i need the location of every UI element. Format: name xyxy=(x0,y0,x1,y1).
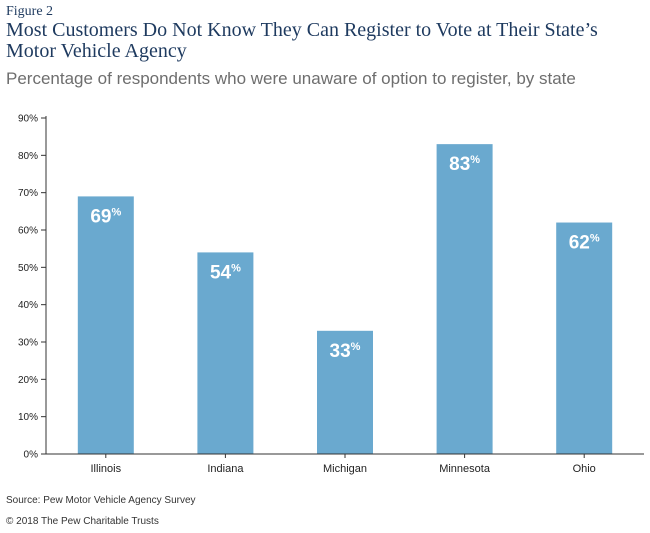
y-tick-label: 10% xyxy=(18,412,38,423)
x-tick-label: Minnesota xyxy=(439,463,491,475)
bars: 69% 54% 33% 83% 62% xyxy=(77,144,613,454)
bar xyxy=(317,330,373,454)
copyright-note: © 2018 The Pew Charitable Trusts xyxy=(6,516,159,527)
chart-subtitle: Percentage of respondents who were unawa… xyxy=(6,69,576,88)
x-axis: Illinois Indiana Michigan Minnesota Ohio xyxy=(46,453,644,475)
bar xyxy=(436,144,493,454)
y-axis: 0% 10% 20% 30% 40% 50% 60% 70% 80% 90% xyxy=(18,114,47,461)
x-tick-label: Michigan xyxy=(323,463,367,475)
x-tick-label: Indiana xyxy=(207,463,244,475)
figure-label: Figure 2 xyxy=(6,4,54,19)
data-label: 69% xyxy=(90,206,121,227)
bar xyxy=(197,252,254,454)
source-note: Source: Pew Motor Vehicle Agency Survey xyxy=(6,495,196,506)
y-tick-label: 50% xyxy=(18,263,38,274)
y-tick-label: 0% xyxy=(24,450,39,461)
data-label: 54% xyxy=(210,262,241,283)
y-tick-label: 90% xyxy=(18,114,38,125)
y-tick-label: 70% xyxy=(18,188,38,199)
x-tick-label: Ohio xyxy=(573,463,596,475)
y-tick-label: 40% xyxy=(18,300,38,311)
data-label: 62% xyxy=(569,233,600,254)
chart-title: Most Customers Do Not Know They Can Regi… xyxy=(6,19,598,62)
data-label: 83% xyxy=(449,154,480,175)
data-label: 33% xyxy=(330,341,361,362)
y-tick-label: 30% xyxy=(18,338,38,349)
y-tick-label: 20% xyxy=(18,375,38,386)
x-tick-label: Illinois xyxy=(91,463,122,475)
bar-chart: 0% 10% 20% 30% 40% 50% 60% 70% 80% 90% 69% 54% 33% 8… xyxy=(18,114,644,475)
y-tick-label: 80% xyxy=(18,151,38,162)
bar xyxy=(556,222,613,454)
bar xyxy=(77,196,134,454)
y-tick-label: 60% xyxy=(18,226,38,237)
